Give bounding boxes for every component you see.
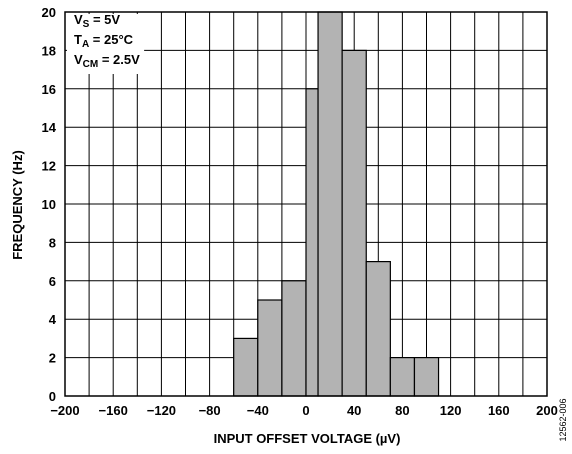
y-tick-label: 6 [49,274,56,289]
x-tick-labels: −200 −160 −120 −80 −40 0 40 80 120 160 200 [50,403,558,418]
y-tick-label: 20 [42,5,56,20]
histogram-bar [389,357,416,397]
plot-frame [64,11,548,397]
annotation-line-3: VCM = 2.5V [74,52,140,70]
x-tick-label: −120 [147,403,176,418]
y-tick-label: 16 [42,82,56,97]
x-tick-label: −200 [50,403,79,418]
figure-id: 12562-006 [558,398,568,441]
y-tick-label: 18 [42,43,56,58]
y-tick-label: 0 [49,389,56,404]
x-tick-label: 40 [347,403,361,418]
x-tick-label: 120 [440,403,462,418]
annotation-line-1: VS = 5V [74,12,120,30]
y-tick-label: 12 [42,159,56,174]
condition-annotation: VS = 5V TA = 25°C VCM = 2.5V [67,12,145,74]
y-tick-label: 8 [49,235,56,250]
histogram-bar [365,261,391,397]
histogram-bar [257,299,283,397]
histogram-bar [341,49,367,397]
y-tick-label: 10 [42,197,56,212]
y-tick-labels: 0 2 4 6 8 10 12 14 16 18 20 [42,5,57,404]
x-tick-label: 0 [302,403,309,418]
x-tick-label: 80 [395,403,409,418]
y-tick-label: 4 [49,312,57,327]
x-tick-label: −160 [99,403,128,418]
x-tick-label: 200 [536,403,558,418]
histogram-bar [317,11,343,397]
histogram-bar [233,337,259,397]
histogram-bar [281,280,307,397]
x-axis-title: INPUT OFFSET VOLTAGE (µV) [214,431,401,446]
x-tick-label: 160 [488,403,510,418]
bars [233,11,440,397]
annotation-line-2: TA = 25°C [74,32,134,50]
histogram-bar [413,357,440,397]
x-tick-label: −40 [247,403,269,418]
y-tick-label: 14 [42,120,57,135]
y-tick-label: 2 [49,351,56,366]
x-tick-label: −80 [199,403,221,418]
y-axis-title: FREQUENCY (Hz) [10,150,25,260]
histogram-bar [305,88,319,397]
